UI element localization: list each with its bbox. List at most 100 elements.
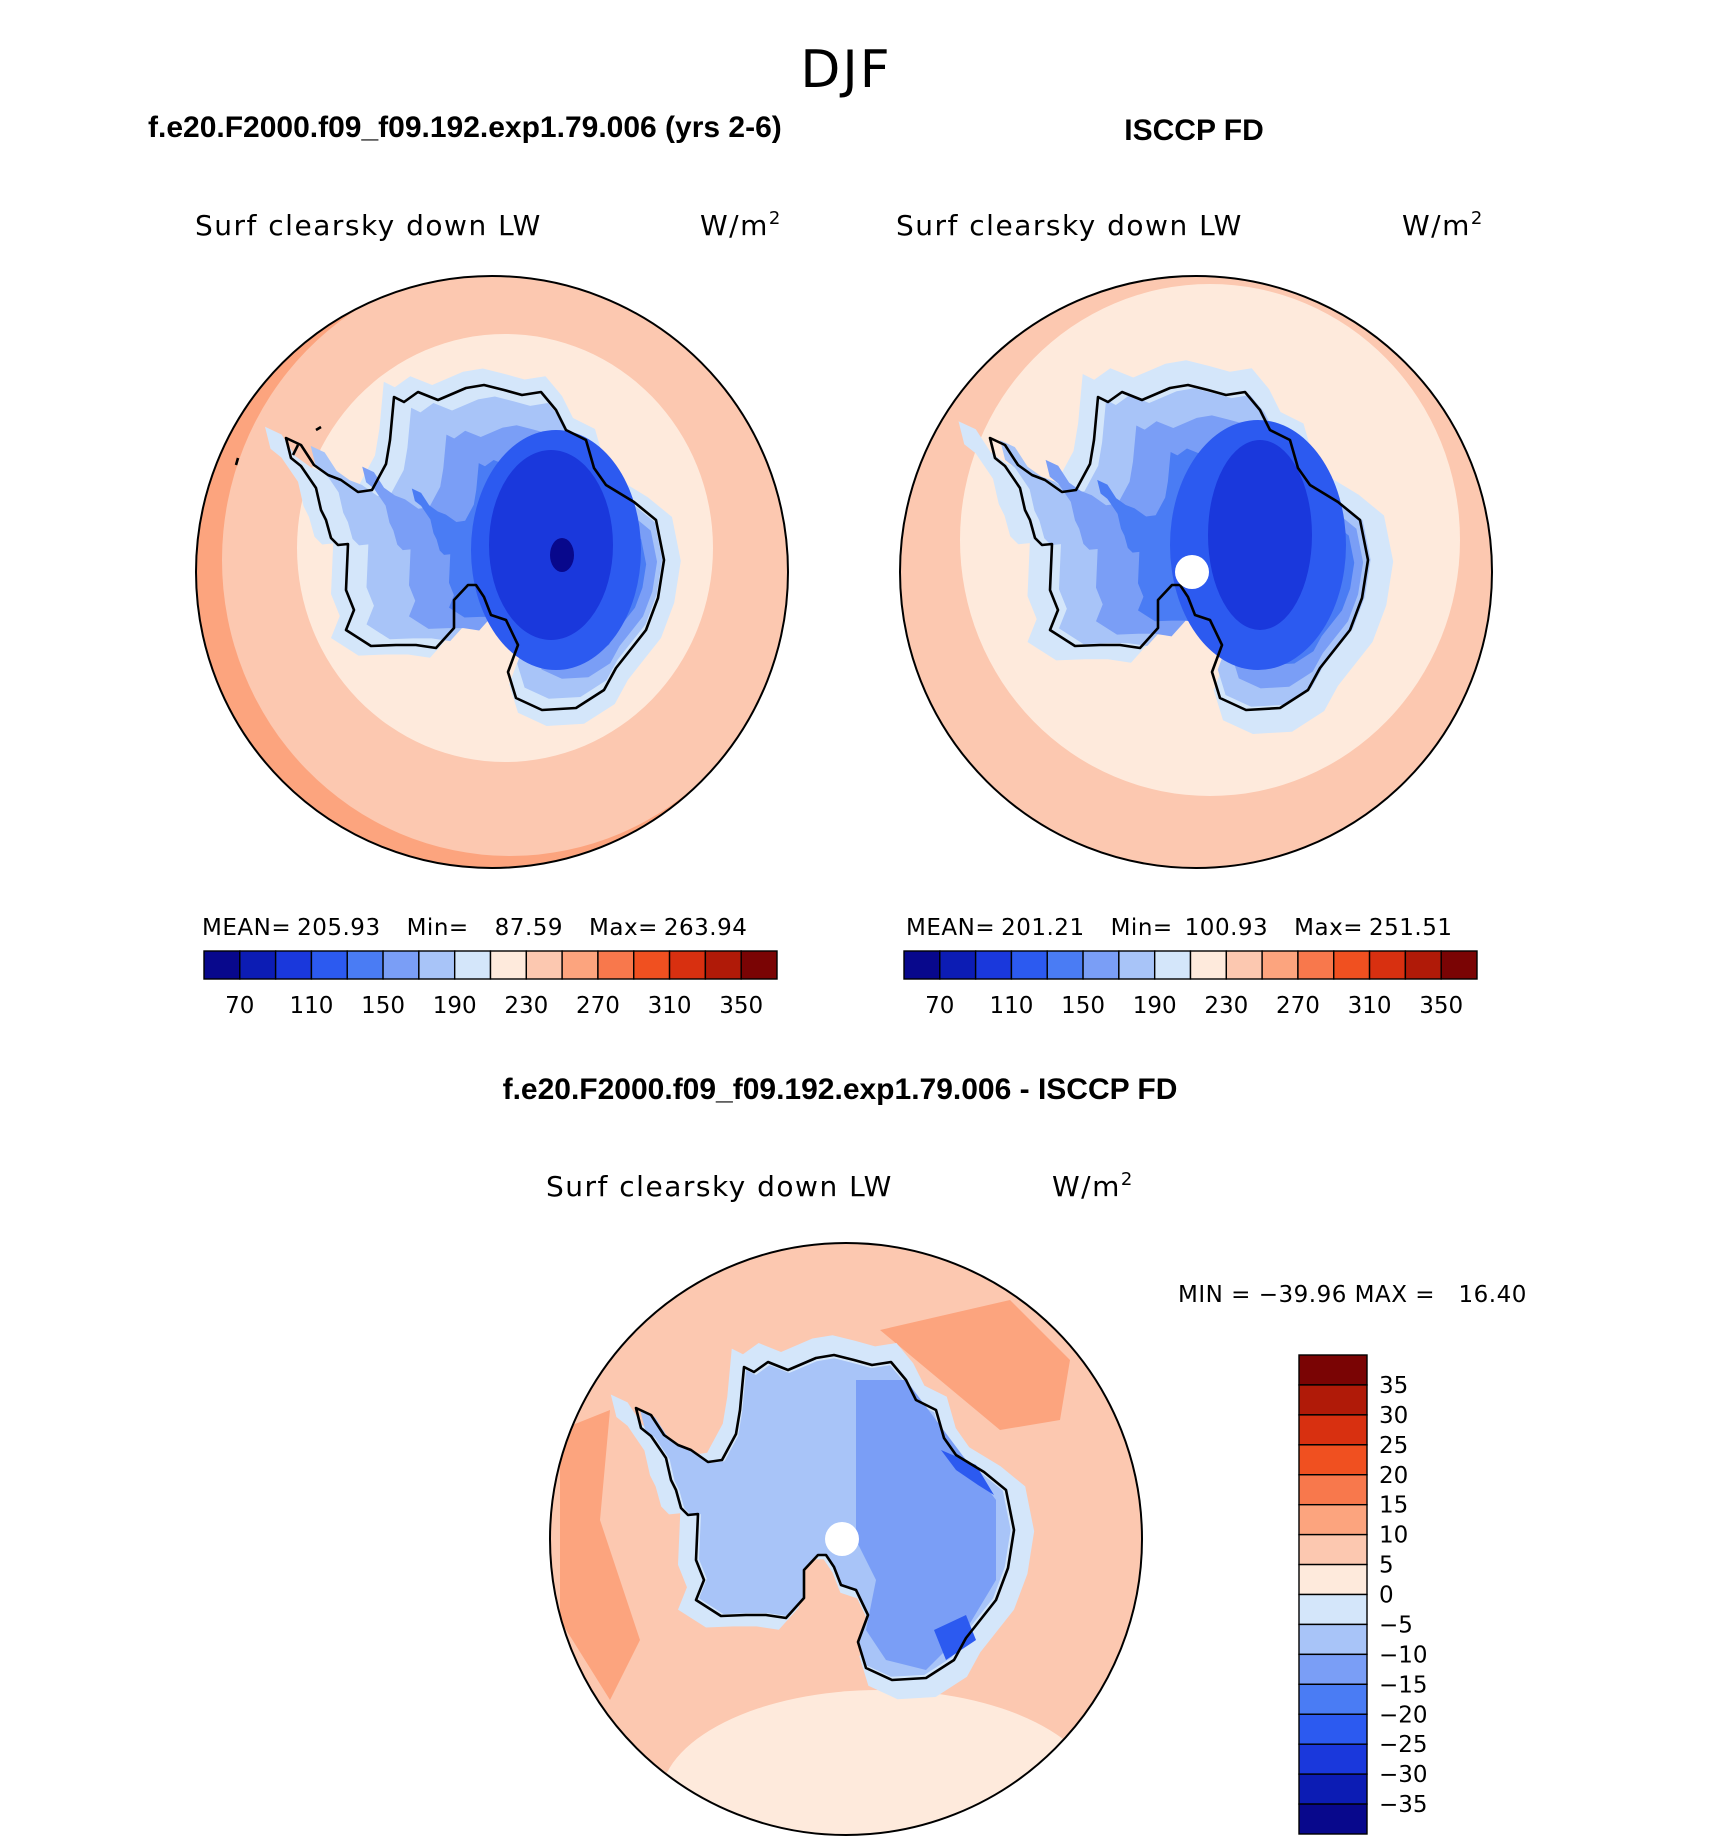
colorbar-box [525,950,563,980]
colorbar-tick-label: 310 [648,993,692,1019]
field-ring-plateau-minimum [550,538,574,572]
colorbar-box [346,950,384,980]
colorbar-box [1298,1653,1368,1686]
pole-hole [825,1522,859,1556]
figure-title: DJF [800,40,891,100]
colorbar-tick-label: 270 [576,993,620,1019]
colorbar-box [1189,950,1228,980]
colorbar-tick-label: 70 [925,993,954,1019]
field-ring-south-ocean-band [660,1690,1100,1835]
coastline-islands [234,425,322,466]
colorbar-box [903,950,941,980]
colorbar-difference: 35 30 25 20 15 10 5 0 −5 −10 −15 −20 −25 −30 −35 [1298,1354,1428,1835]
panel-2-units: W/m2 [1402,208,1484,242]
colorbar-tick-label: −5 [1379,1612,1413,1638]
colorbar-box [1368,950,1407,980]
colorbar-tick-label: −20 [1379,1702,1428,1728]
colorbar-tick-label: −15 [1379,1672,1428,1698]
panel-1-units: W/m2 [700,208,782,242]
panel-3-header: f.e20.F2000.f09_f09.192.exp1.79.006 - IS… [503,1073,1178,1106]
colorbar-tick-label: 230 [504,993,548,1019]
colorbar-box [1046,950,1084,980]
field-ring-plateau-interior [489,450,613,640]
panel-2-header: ISCCP FD [1124,114,1263,147]
colorbar-box [1404,950,1442,980]
colorbar-box [1082,950,1120,980]
colorbar-tick-label: 70 [225,993,254,1019]
colorbar-box [561,950,599,980]
colorbar-tick-label: −10 [1379,1642,1428,1668]
field-ring-plateau-interior [1208,440,1312,630]
colorbar-box [1298,1743,1368,1775]
colorbar-tick-label: 10 [1379,1523,1408,1549]
colorbar-tick-label: 350 [1419,993,1463,1019]
colorbar-tick-label: 150 [361,993,405,1019]
colorbar-box [633,950,671,980]
colorbar-box [1298,1713,1368,1745]
colorbar-box [310,950,348,980]
colorbar-box [239,950,277,980]
colorbar-box [1298,1503,1368,1536]
colorbar-box [974,950,1013,980]
colorbar-box [203,950,241,980]
colorbar-tick-label: 150 [1061,993,1105,1019]
colorbar-box [704,950,742,980]
colorbar-tick-label: −25 [1379,1732,1428,1758]
pole-hole [1175,555,1209,589]
colorbar-box [274,950,313,980]
colorbar-box [740,950,778,980]
colorbar-tick-label: 25 [1379,1433,1408,1459]
colorbar-box [1298,1803,1368,1835]
colorbar-box [1298,1414,1368,1446]
colorbar-box [1333,950,1371,980]
colorbar-box [1298,1533,1368,1566]
colorbar-tick-label: 350 [719,993,763,1019]
field-ring-ocean-patches [560,1300,1070,1700]
colorbar-box [1118,950,1156,980]
panel-2-variable: Surf clearsky down LW [896,209,1243,242]
colorbar-box [418,950,456,980]
colorbar-tick-label: 35 [1379,1373,1408,1399]
colorbar-box [1298,1593,1368,1626]
colorbar-box [1153,950,1192,980]
colorbar-box [1225,950,1263,980]
map-2-outline [899,275,1493,869]
panel-2-stats: MEAN= 201.21 Min= 100.93 Max= 251.51 [906,915,1452,941]
colorbar-tick-label: 30 [1379,1403,1408,1429]
panel-3-stats: MIN = −39.96 MAX = 16.40 [1178,1282,1527,1308]
colorbar-tick-label: 230 [1204,993,1248,1019]
panel-1-variable: Surf clearsky down LW [195,209,542,242]
colorbar-tick-label: −35 [1379,1792,1428,1818]
colorbar-box [1297,950,1335,980]
map-model [196,276,788,868]
colorbar-tick-label: 310 [1348,993,1392,1019]
colorbar-box [1298,1683,1368,1715]
colorbar-box [382,950,420,980]
colorbar-box [1298,1384,1368,1416]
colorbar-model: 70 110 150 190 230 270 310 350 [203,950,778,1019]
colorbar-tick-label: 20 [1379,1463,1408,1489]
colorbar-tick-label: 5 [1379,1553,1394,1579]
colorbar-tick-label: 190 [433,993,477,1019]
colorbar-box [1298,1474,1368,1506]
colorbar-box [1298,1773,1368,1805]
colorbar-box [1010,950,1048,980]
panel-3-units: W/m2 [1052,1169,1134,1203]
colorbar-tick-label: 0 [1379,1583,1394,1609]
colorbar-box [668,950,707,980]
panel-1-stats: MEAN= 205.93 Min= 87.59 Max= 263.94 [202,915,747,941]
colorbar-observations: 70 110 150 190 230 270 310 350 [903,950,1478,1019]
field-ring-local-minima [934,1450,994,1660]
colorbar-box [1298,1623,1368,1656]
colorbar-tick-label: −30 [1379,1762,1428,1788]
colorbar-box [489,950,528,980]
colorbar-tick-label: 110 [289,993,333,1019]
field-ring-east-interior [856,1380,996,1670]
colorbar-box [1261,950,1299,980]
colorbar-box [1298,1444,1368,1476]
colorbar-box [1298,1563,1368,1596]
colorbar-tick-label: 110 [989,993,1033,1019]
map-observations [900,276,1492,868]
map-1-outline [195,275,789,869]
